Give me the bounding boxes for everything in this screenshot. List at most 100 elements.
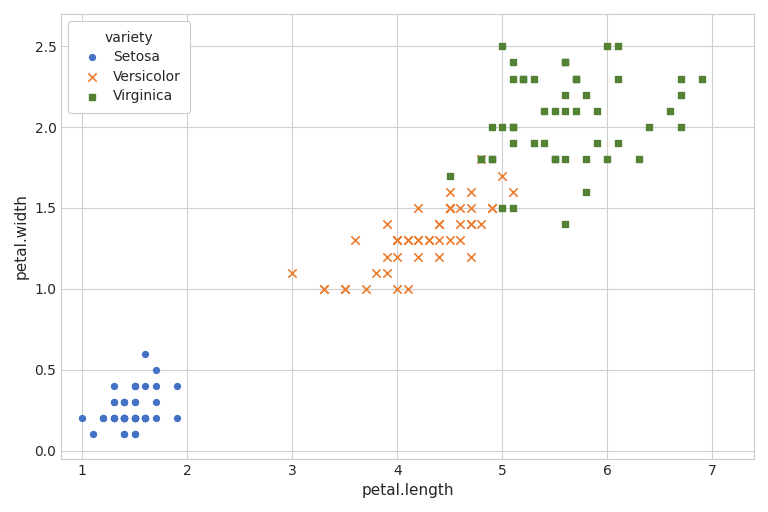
Setosa bbox=[139, 382, 151, 390]
Versicolor bbox=[433, 236, 445, 244]
Virginica bbox=[475, 155, 488, 163]
Versicolor bbox=[444, 204, 456, 212]
Versicolor bbox=[433, 252, 445, 261]
Virginica bbox=[444, 172, 456, 180]
Setosa bbox=[150, 414, 162, 422]
Versicolor bbox=[391, 285, 403, 293]
Setosa bbox=[118, 414, 131, 422]
Setosa bbox=[118, 414, 131, 422]
Versicolor bbox=[444, 204, 456, 212]
Legend: Setosa, Versicolor, Virginica: Setosa, Versicolor, Virginica bbox=[68, 21, 190, 113]
Versicolor bbox=[412, 236, 425, 244]
Setosa bbox=[108, 414, 120, 422]
Setosa bbox=[97, 414, 109, 422]
Virginica bbox=[538, 139, 551, 147]
Setosa bbox=[129, 414, 141, 422]
Virginica bbox=[548, 155, 561, 163]
Versicolor bbox=[454, 220, 466, 228]
Setosa bbox=[118, 414, 131, 422]
Setosa bbox=[150, 398, 162, 406]
Virginica bbox=[496, 204, 508, 212]
Virginica bbox=[485, 155, 498, 163]
Virginica bbox=[696, 74, 708, 82]
Versicolor bbox=[412, 236, 425, 244]
Virginica bbox=[507, 123, 519, 131]
Setosa bbox=[139, 414, 151, 422]
Versicolor bbox=[454, 204, 466, 212]
Virginica bbox=[538, 107, 551, 115]
Versicolor bbox=[485, 204, 498, 212]
Virginica bbox=[611, 139, 624, 147]
Versicolor bbox=[475, 155, 488, 163]
Setosa bbox=[170, 382, 183, 390]
Versicolor bbox=[444, 204, 456, 212]
Versicolor bbox=[454, 236, 466, 244]
Virginica bbox=[580, 188, 592, 196]
Virginica bbox=[559, 91, 571, 99]
Versicolor bbox=[444, 204, 456, 212]
Versicolor bbox=[381, 252, 393, 261]
Setosa bbox=[118, 414, 131, 422]
Setosa bbox=[139, 414, 151, 422]
Setosa bbox=[118, 414, 131, 422]
Setosa bbox=[118, 398, 131, 406]
X-axis label: petal.length: petal.length bbox=[362, 483, 454, 498]
Versicolor bbox=[402, 236, 414, 244]
Virginica bbox=[507, 74, 519, 82]
Versicolor bbox=[402, 285, 414, 293]
Versicolor bbox=[381, 220, 393, 228]
Setosa bbox=[87, 431, 99, 439]
Virginica bbox=[580, 155, 592, 163]
Virginica bbox=[475, 155, 488, 163]
Versicolor bbox=[444, 188, 456, 196]
Setosa bbox=[118, 398, 131, 406]
Setosa bbox=[139, 414, 151, 422]
Virginica bbox=[548, 107, 561, 115]
Versicolor bbox=[359, 285, 372, 293]
Virginica bbox=[570, 74, 582, 82]
Versicolor bbox=[465, 204, 477, 212]
Virginica bbox=[559, 155, 571, 163]
Virginica bbox=[611, 42, 624, 50]
Versicolor bbox=[444, 204, 456, 212]
Versicolor bbox=[465, 220, 477, 228]
Setosa bbox=[129, 414, 141, 422]
Versicolor bbox=[391, 236, 403, 244]
Versicolor bbox=[485, 204, 498, 212]
Y-axis label: petal.width: petal.width bbox=[14, 194, 29, 279]
Virginica bbox=[548, 155, 561, 163]
Virginica bbox=[580, 91, 592, 99]
Setosa bbox=[76, 414, 88, 422]
Versicolor bbox=[339, 285, 351, 293]
Virginica bbox=[528, 139, 540, 147]
Setosa bbox=[108, 414, 120, 422]
Virginica bbox=[674, 74, 687, 82]
Setosa bbox=[139, 414, 151, 422]
Virginica bbox=[559, 220, 571, 228]
Versicolor bbox=[433, 220, 445, 228]
Setosa bbox=[108, 414, 120, 422]
Virginica bbox=[485, 155, 498, 163]
Virginica bbox=[517, 74, 529, 82]
Versicolor bbox=[349, 236, 362, 244]
Versicolor bbox=[465, 188, 477, 196]
Virginica bbox=[559, 107, 571, 115]
Virginica bbox=[517, 74, 529, 82]
Setosa bbox=[129, 382, 141, 390]
Setosa bbox=[129, 414, 141, 422]
Versicolor bbox=[339, 285, 351, 293]
Virginica bbox=[496, 42, 508, 50]
Setosa bbox=[129, 414, 141, 422]
Versicolor bbox=[465, 252, 477, 261]
Setosa bbox=[108, 398, 120, 406]
Setosa bbox=[150, 382, 162, 390]
Setosa bbox=[118, 414, 131, 422]
Virginica bbox=[591, 139, 603, 147]
Setosa bbox=[129, 382, 141, 390]
Setosa bbox=[150, 366, 162, 374]
Virginica bbox=[674, 123, 687, 131]
Versicolor bbox=[507, 188, 519, 196]
Virginica bbox=[496, 123, 508, 131]
Setosa bbox=[118, 414, 131, 422]
Versicolor bbox=[402, 236, 414, 244]
